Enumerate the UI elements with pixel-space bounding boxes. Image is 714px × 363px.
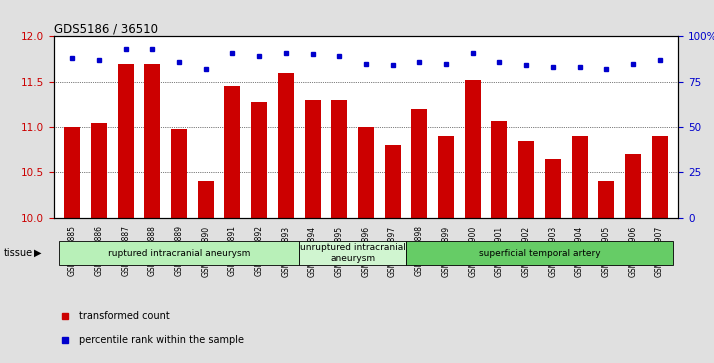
Bar xyxy=(491,121,508,218)
Bar xyxy=(571,136,588,218)
Bar xyxy=(304,100,321,218)
FancyBboxPatch shape xyxy=(59,241,299,265)
Bar xyxy=(64,127,80,218)
Text: percentile rank within the sample: percentile rank within the sample xyxy=(79,335,243,345)
Bar xyxy=(198,182,213,218)
Bar xyxy=(625,154,641,218)
Text: GDS5186 / 36510: GDS5186 / 36510 xyxy=(54,22,158,35)
Bar xyxy=(91,122,107,218)
Bar xyxy=(358,127,374,218)
Bar xyxy=(545,159,560,218)
Bar xyxy=(251,102,267,218)
Bar xyxy=(171,129,187,218)
FancyBboxPatch shape xyxy=(299,241,406,265)
Bar xyxy=(144,64,161,218)
Bar xyxy=(118,64,134,218)
Bar xyxy=(598,182,614,218)
Text: transformed count: transformed count xyxy=(79,310,169,321)
Bar xyxy=(438,136,454,218)
Bar xyxy=(331,100,347,218)
Bar xyxy=(278,73,294,218)
Text: superficial temporal artery: superficial temporal artery xyxy=(478,249,600,258)
Text: tissue: tissue xyxy=(4,248,33,258)
Text: ▶: ▶ xyxy=(34,248,42,258)
Text: unruptured intracranial
aneurysm: unruptured intracranial aneurysm xyxy=(300,244,406,263)
Bar xyxy=(224,86,241,218)
Text: ruptured intracranial aneurysm: ruptured intracranial aneurysm xyxy=(108,249,250,258)
Bar xyxy=(518,140,534,218)
Bar xyxy=(652,136,668,218)
Bar xyxy=(385,145,401,218)
Bar xyxy=(465,80,481,218)
FancyBboxPatch shape xyxy=(406,241,673,265)
Bar xyxy=(411,109,428,218)
